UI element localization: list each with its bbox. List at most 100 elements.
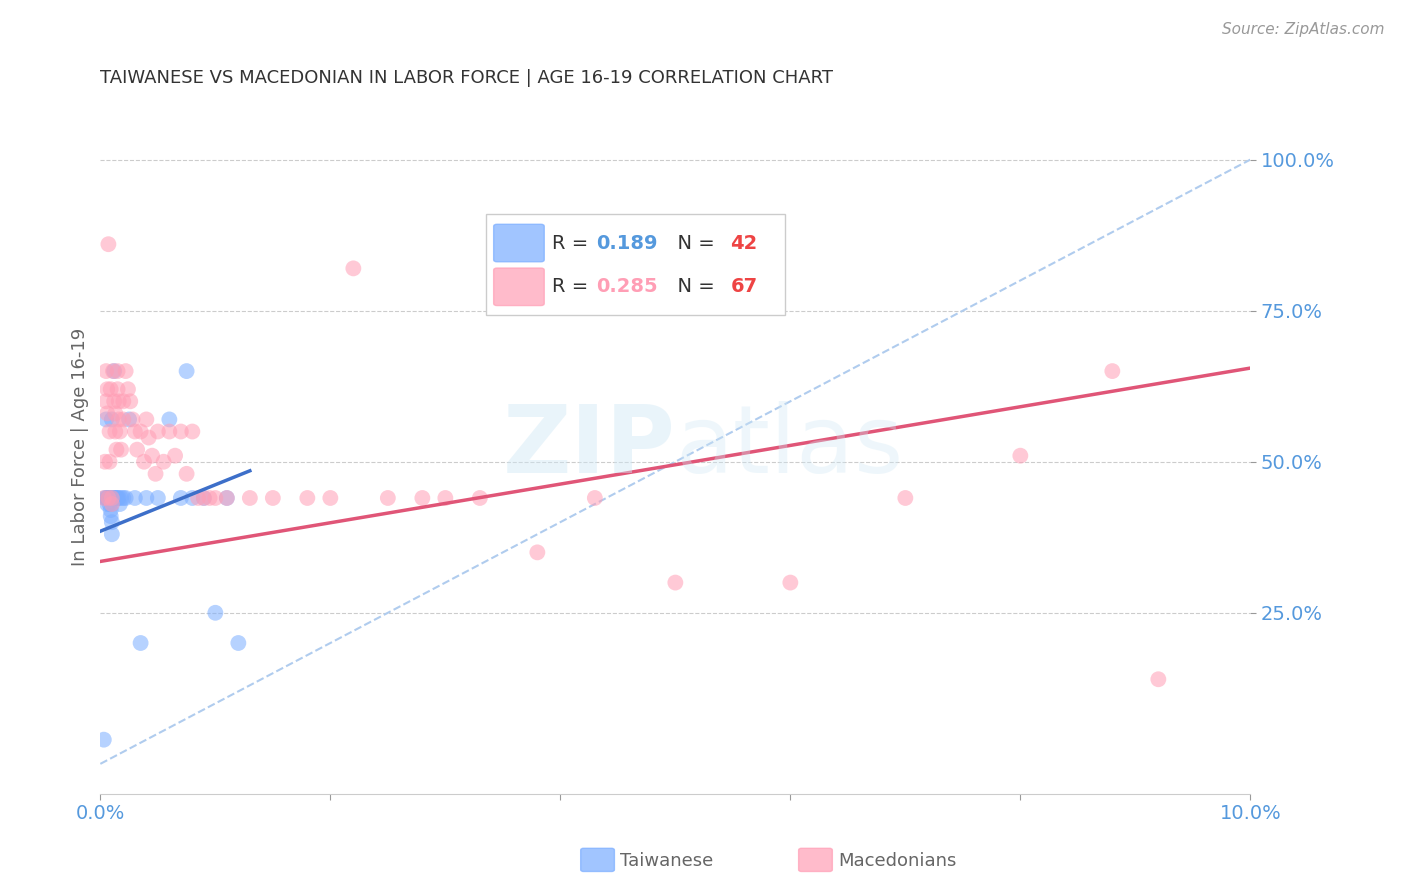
Text: N =: N = <box>665 234 721 252</box>
Point <box>97 237 120 252</box>
Point <box>105 491 128 505</box>
Point <box>228 636 250 650</box>
Point <box>779 575 801 590</box>
Point <box>145 467 167 481</box>
Point <box>124 491 146 505</box>
Point <box>377 491 399 505</box>
Point <box>112 491 135 505</box>
Point <box>96 406 118 420</box>
Text: atlas: atlas <box>675 401 904 492</box>
Point <box>112 394 135 409</box>
Text: N =: N = <box>665 277 721 296</box>
Point <box>129 425 152 439</box>
Point <box>157 425 180 439</box>
Point <box>101 515 124 529</box>
Text: R =: R = <box>553 277 595 296</box>
Point <box>98 491 121 505</box>
Point <box>117 382 139 396</box>
Point <box>97 491 120 505</box>
Point <box>104 491 127 505</box>
Point <box>101 364 124 378</box>
Point <box>97 491 120 505</box>
Point <box>262 491 284 505</box>
Point <box>319 491 342 505</box>
Point <box>157 412 180 426</box>
Point <box>107 491 129 505</box>
Point <box>215 491 238 505</box>
Point <box>94 364 117 378</box>
Point <box>107 412 129 426</box>
Point <box>114 491 136 505</box>
Point <box>101 491 124 505</box>
Point <box>101 412 124 426</box>
Text: 42: 42 <box>731 234 758 252</box>
Point <box>108 425 131 439</box>
Point <box>101 497 124 511</box>
FancyBboxPatch shape <box>485 214 785 315</box>
Point <box>894 491 917 505</box>
Point <box>108 497 131 511</box>
Y-axis label: In Labor Force | Age 16-19: In Labor Force | Age 16-19 <box>72 327 89 566</box>
Point <box>98 425 121 439</box>
Text: Source: ZipAtlas.com: Source: ZipAtlas.com <box>1222 22 1385 37</box>
Point <box>165 449 187 463</box>
Point <box>94 491 117 505</box>
Point <box>98 455 121 469</box>
Point <box>135 412 157 426</box>
Point <box>93 732 115 747</box>
Point <box>170 491 193 505</box>
Point <box>114 364 136 378</box>
Point <box>1101 364 1123 378</box>
Point <box>135 491 157 505</box>
Point <box>118 412 141 426</box>
Point <box>101 491 124 505</box>
Point <box>96 497 118 511</box>
Point <box>204 491 226 505</box>
Point <box>104 425 127 439</box>
Text: 0.189: 0.189 <box>596 234 658 252</box>
Point <box>204 606 226 620</box>
Point <box>132 455 155 469</box>
Point <box>107 394 129 409</box>
Point <box>297 491 319 505</box>
Point <box>138 431 160 445</box>
Point <box>124 425 146 439</box>
Point <box>101 527 124 541</box>
Point <box>104 491 127 505</box>
Point <box>129 636 152 650</box>
Point <box>342 261 364 276</box>
Point <box>101 491 124 505</box>
Point <box>96 382 118 396</box>
Point <box>100 382 122 396</box>
Point <box>94 491 117 505</box>
Point <box>107 382 129 396</box>
Point <box>96 491 118 505</box>
Point <box>103 364 125 378</box>
Text: 0.285: 0.285 <box>596 277 658 296</box>
Text: ZIP: ZIP <box>502 401 675 492</box>
Point <box>107 364 129 378</box>
Text: Taiwanese: Taiwanese <box>620 852 713 870</box>
Point <box>97 491 120 505</box>
Point <box>146 425 169 439</box>
Point <box>98 497 121 511</box>
Point <box>152 455 174 469</box>
Point <box>468 491 491 505</box>
Point <box>120 394 142 409</box>
Point <box>411 491 433 505</box>
Point <box>121 412 143 426</box>
Point <box>94 455 117 469</box>
Text: Macedonians: Macedonians <box>838 852 956 870</box>
Point <box>94 412 117 426</box>
Point <box>104 406 127 420</box>
Point <box>1010 449 1032 463</box>
Point <box>110 442 132 457</box>
Point <box>664 575 686 590</box>
Point <box>94 394 117 409</box>
Point <box>101 497 124 511</box>
Point <box>103 394 125 409</box>
Point <box>526 545 548 559</box>
Point <box>100 509 122 524</box>
Point <box>112 412 135 426</box>
Point <box>93 491 115 505</box>
